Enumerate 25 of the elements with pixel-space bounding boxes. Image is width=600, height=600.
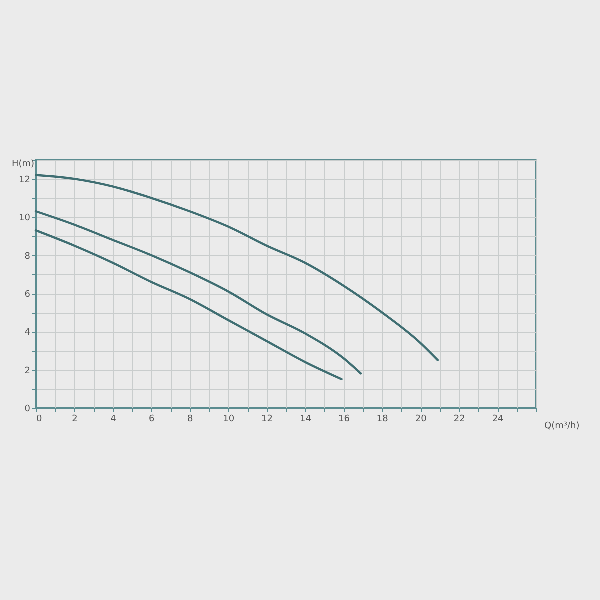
line-series bbox=[34, 174, 440, 362]
y-tick-label: 2 bbox=[24, 366, 30, 376]
x-tick-label: 24 bbox=[492, 414, 504, 424]
y-tick-label: 6 bbox=[24, 290, 31, 300]
line-series bbox=[34, 229, 343, 380]
x-tick-label: 18 bbox=[376, 414, 389, 424]
x-tick-label: 10 bbox=[223, 414, 235, 424]
x-tick-label: 8 bbox=[187, 414, 194, 424]
y-tick-label: 10 bbox=[19, 214, 31, 224]
line-series bbox=[34, 210, 362, 375]
y-tick-label: 4 bbox=[24, 328, 31, 338]
x-tick-label: 16 bbox=[338, 414, 350, 424]
x-axis-title: Q(m³/h) bbox=[544, 422, 580, 432]
y-tick-label: 8 bbox=[24, 252, 31, 262]
x-tick-label: 0 bbox=[36, 414, 42, 424]
x-tick-label: 22 bbox=[454, 414, 466, 424]
x-tick-label: 4 bbox=[110, 414, 117, 424]
y-axis-title: H(m) bbox=[12, 160, 34, 170]
x-tick-label: 20 bbox=[415, 414, 428, 424]
y-tick-label: 12 bbox=[19, 176, 30, 186]
x-tick-label: 2 bbox=[72, 414, 78, 424]
x-tick-label: 14 bbox=[300, 414, 312, 424]
x-tick-label: 12 bbox=[262, 414, 273, 424]
x-tick-label: 6 bbox=[149, 414, 156, 424]
y-tick-label: 0 bbox=[24, 404, 31, 414]
